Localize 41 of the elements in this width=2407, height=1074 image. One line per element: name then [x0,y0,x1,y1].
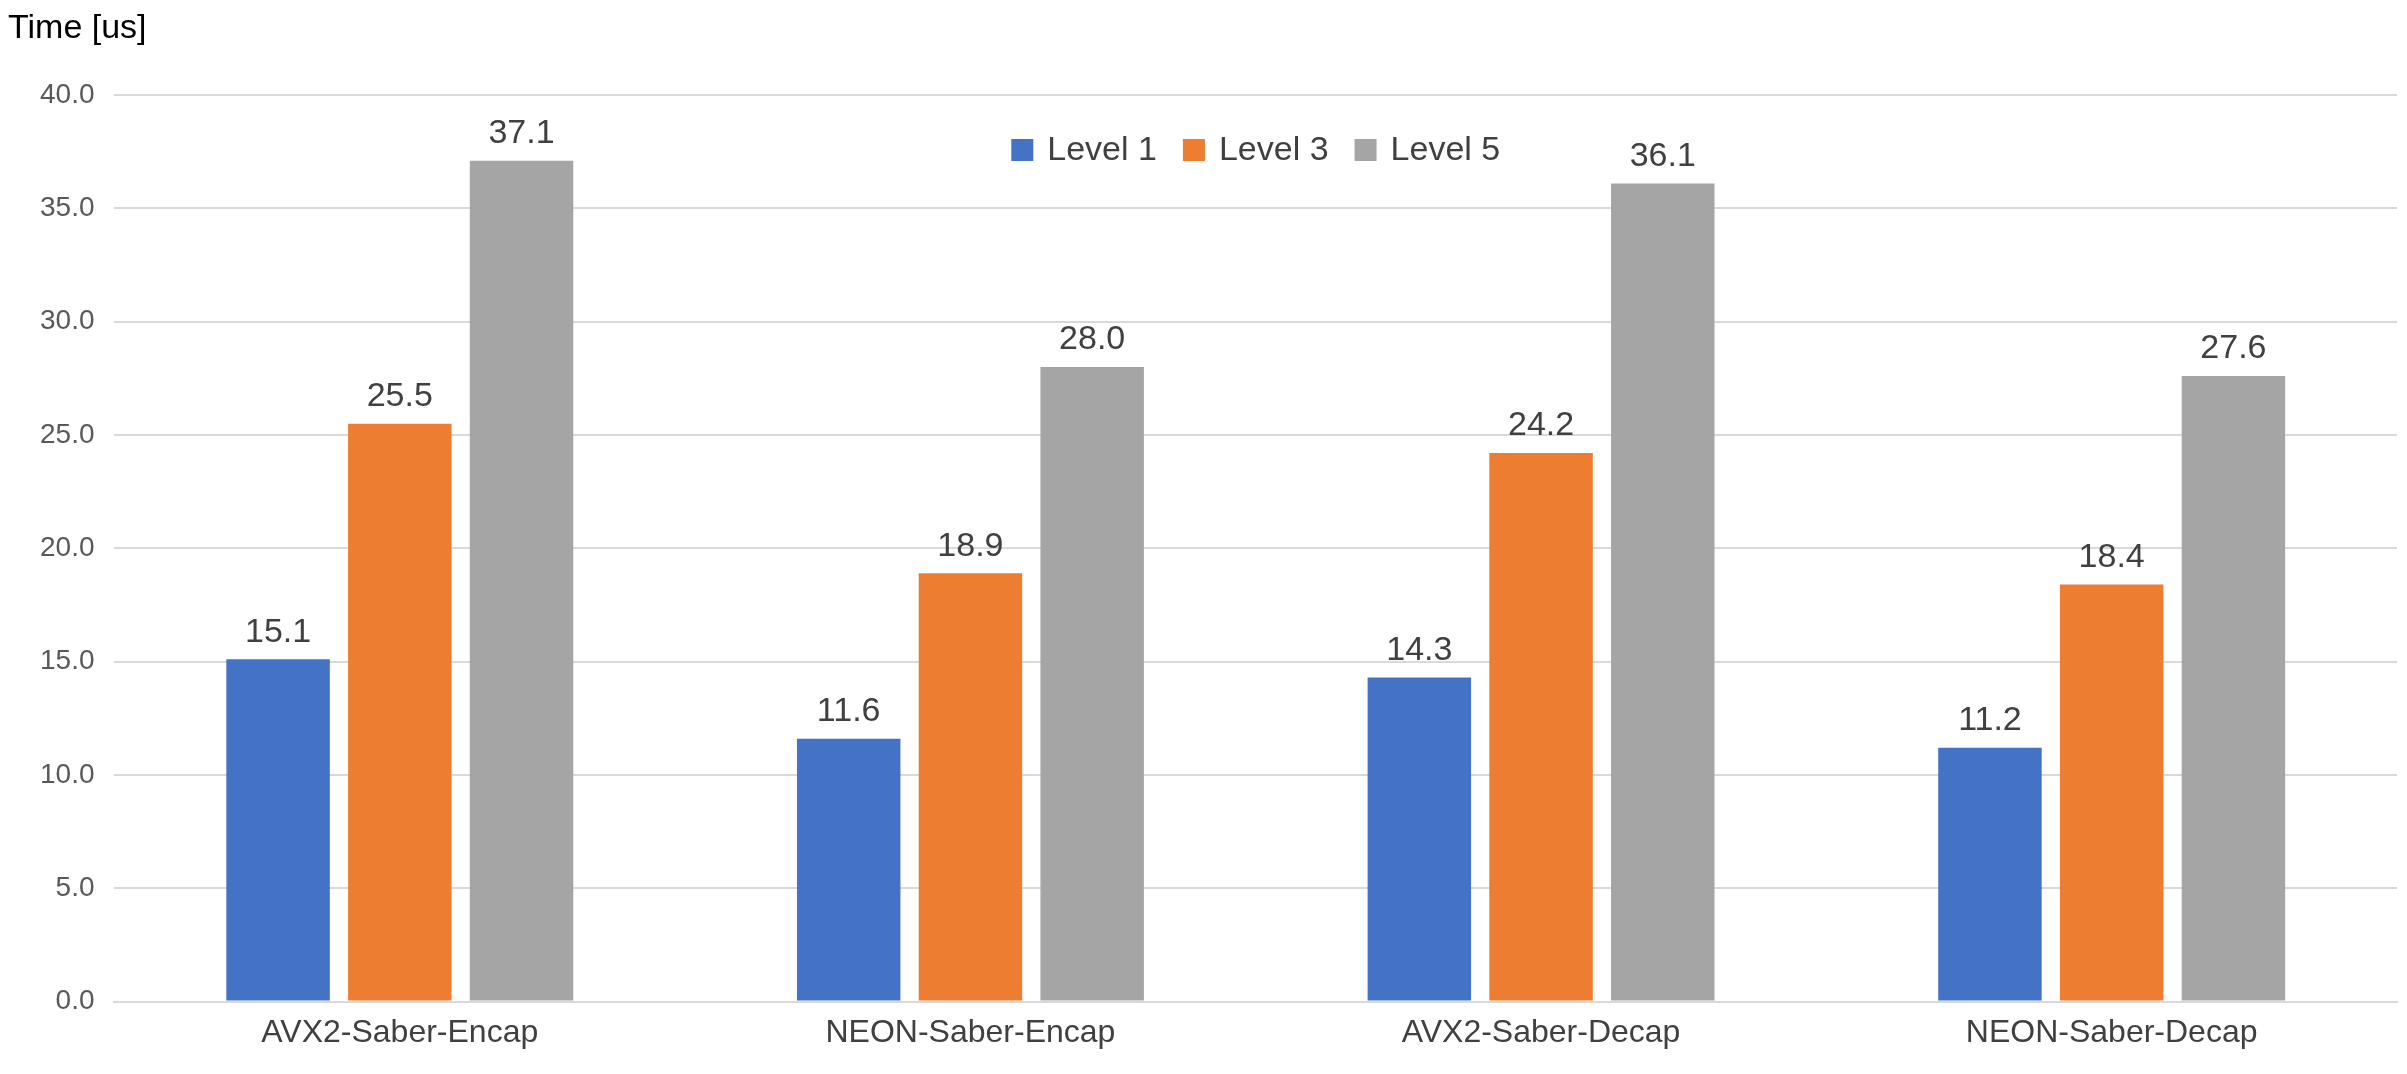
x-tick-label: NEON-Saber-Decap [1965,1012,2258,1049]
legend-label: Level 3 [1218,129,1329,168]
y-tick-label: 20.0 [40,531,95,563]
bar [918,573,1023,1001]
data-label: 36.1 [1629,134,1696,173]
data-label: 24.2 [1507,404,1575,443]
bar [348,423,452,1001]
legend-label: Level 1 [1047,129,1157,168]
x-tick-label: AVX2-Saber-Decap [1401,1012,1681,1049]
data-label: 11.2 [1958,699,2022,738]
data-label: 27.6 [2200,327,2267,366]
data-label: 14.3 [1386,628,1453,667]
data-label: 11.6 [816,690,881,729]
bar [1040,366,1144,1001]
data-label: 37.1 [488,112,555,151]
y-tick-label: 25.0 [40,417,95,449]
data-label: 28.0 [1059,318,1126,357]
bar [2059,584,2164,1001]
y-tick-label: 0.0 [55,984,95,1016]
bar [1489,453,1593,1001]
bar [1367,677,1472,1001]
x-tick-label: AVX2-Saber-Encap [261,1012,539,1049]
data-label: 25.5 [366,375,433,414]
y-tick-label: 15.0 [40,644,95,676]
bar [226,659,330,1001]
y-tick-label: 40.0 [40,77,95,109]
legend-label: Level 5 [1390,129,1501,168]
bar [469,160,574,1001]
x-tick-label: NEON-Saber-Encap [825,1012,1116,1049]
bar [1938,747,2042,1001]
data-label: 18.4 [2078,535,2145,574]
y-tick-label: 5.0 [55,870,95,902]
bar [1611,183,1715,1001]
bar [796,738,901,1001]
data-label: 18.9 [937,524,1004,563]
y-tick-label: 35.0 [40,191,95,223]
y-axis-title: Time [us] [8,7,147,46]
y-tick-label: 30.0 [40,304,95,336]
y-tick-label: 10.0 [40,757,95,789]
data-label: 15.1 [244,610,312,649]
bar [2181,376,2286,1001]
